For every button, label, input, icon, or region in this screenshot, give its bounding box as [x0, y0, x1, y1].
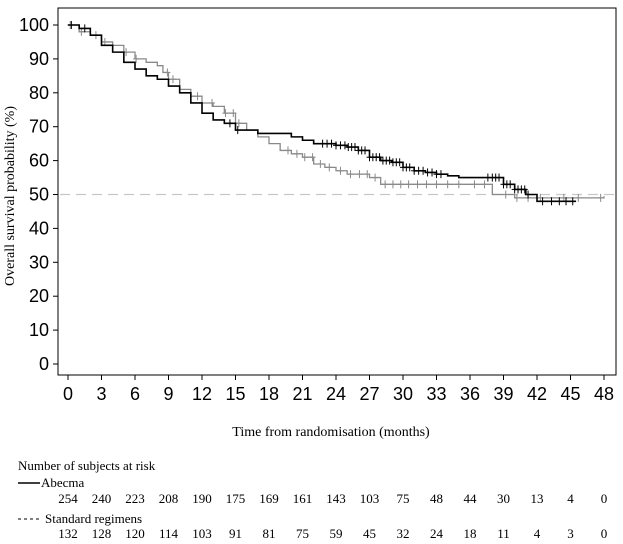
y-tick-label: 0: [39, 354, 49, 374]
x-tick-label: 42: [527, 384, 547, 404]
risk-count: 0: [601, 526, 608, 541]
risk-count: 18: [464, 526, 477, 541]
x-tick-label: 48: [594, 384, 614, 404]
risk-count: 169: [259, 491, 279, 506]
risk-row-abecma-counts: 254 240 223 208 190 175 169 161 143 103 75 48 44 30 13…: [58, 491, 607, 506]
risk-count: 45: [363, 526, 376, 541]
y-tick-label: 10: [29, 320, 49, 340]
x-tick-label: 3: [96, 384, 106, 404]
risk-count: 223: [125, 491, 145, 506]
y-tick-label: 70: [29, 117, 49, 137]
risk-count: 208: [159, 491, 179, 506]
x-tick-label: 39: [493, 384, 513, 404]
risk-count: 11: [497, 526, 510, 541]
y-tick-label: 20: [29, 286, 49, 306]
risk-count: 4: [534, 526, 541, 541]
y-tick-label: 50: [29, 185, 49, 205]
y-tick-label: 80: [29, 83, 49, 103]
risk-count: 13: [531, 491, 544, 506]
plot-frame: [57, 7, 617, 376]
x-tick-label: 45: [560, 384, 580, 404]
risk-count: 0: [601, 491, 608, 506]
y-tick-label: 40: [29, 218, 49, 238]
risk-count: 3: [567, 526, 574, 541]
x-tick-label: 6: [130, 384, 140, 404]
x-axis: 0 3 6 9 12 15 18 21 24 27 30 33 36 39 42 45 48: [63, 375, 614, 404]
risk-count: 161: [293, 491, 313, 506]
risk-count: 103: [192, 526, 212, 541]
risk-count: 24: [430, 526, 444, 541]
series-layer: [67, 21, 605, 206]
x-tick-label: 12: [192, 384, 212, 404]
y-axis: 0 10 20 30 40 50 60 70 80 90 100: [19, 15, 58, 374]
y-axis-title: Overall survival probability (%): [3, 106, 18, 286]
risk-count: 75: [296, 526, 309, 541]
risk-count: 32: [397, 526, 410, 541]
risk-count: 81: [263, 526, 276, 541]
x-tick-label: 33: [426, 384, 446, 404]
x-tick-label: 27: [359, 384, 379, 404]
risk-count: 114: [159, 526, 179, 541]
x-tick-label: 21: [292, 384, 312, 404]
x-tick-label: 9: [163, 384, 173, 404]
x-tick-label: 15: [225, 384, 245, 404]
x-tick-label: 36: [460, 384, 480, 404]
risk-table-title: Number of subjects at risk: [18, 458, 156, 473]
risk-count: 59: [330, 526, 343, 541]
x-tick-label: 18: [259, 384, 279, 404]
x-tick-label: 24: [326, 384, 346, 404]
y-tick-label: 60: [29, 151, 49, 171]
y-tick-label: 100: [19, 15, 49, 35]
risk-count: 132: [58, 526, 78, 541]
risk-row-standard-counts: 132 128 120 114 103 91 81 75 59 45 32 24 18 11 4 3 0: [58, 526, 607, 541]
y-tick-label: 30: [29, 252, 49, 272]
risk-count: 120: [125, 526, 145, 541]
risk-count: 4: [567, 491, 574, 506]
risk-count: 240: [92, 491, 112, 506]
series-line-abecma: [68, 24, 577, 203]
risk-table: Number of subjects at risk Abecma 254 240…: [18, 458, 607, 541]
series-line-standard: [68, 24, 605, 199]
risk-count: 254: [58, 491, 78, 506]
risk-count: 75: [397, 491, 410, 506]
x-tick-label: 30: [393, 384, 413, 404]
risk-count: 103: [360, 491, 380, 506]
risk-count: 190: [192, 491, 212, 506]
risk-row-standard-label: Standard regimens: [45, 511, 142, 526]
risk-count: 48: [430, 491, 443, 506]
risk-count: 91: [229, 526, 242, 541]
x-axis-title: Time from randomisation (months): [232, 425, 430, 440]
risk-count: 30: [497, 491, 510, 506]
risk-count: 44: [464, 491, 478, 506]
risk-count: 128: [92, 526, 112, 541]
risk-count: 175: [226, 491, 246, 506]
y-tick-label: 90: [29, 49, 49, 69]
risk-count: 143: [326, 491, 346, 506]
risk-row-abecma-label: Abecma: [41, 475, 85, 490]
x-tick-label: 0: [63, 384, 73, 404]
